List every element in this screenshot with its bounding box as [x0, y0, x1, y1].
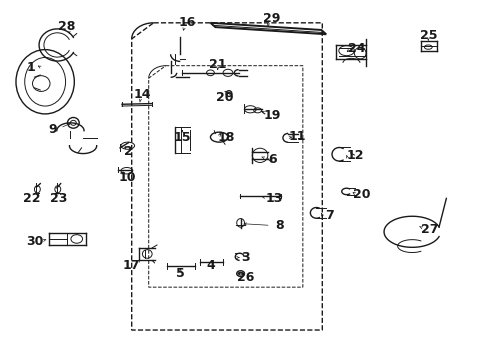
Text: 23: 23 [50, 192, 67, 205]
Text: 10: 10 [118, 171, 135, 184]
Text: 21: 21 [208, 58, 226, 72]
Text: 29: 29 [262, 12, 279, 25]
Text: 9: 9 [48, 123, 57, 136]
Text: 5: 5 [176, 267, 184, 280]
Text: 14: 14 [133, 89, 151, 102]
Text: 12: 12 [346, 149, 364, 162]
Text: 7: 7 [325, 209, 333, 222]
Text: 25: 25 [419, 29, 436, 42]
Text: 18: 18 [217, 131, 234, 144]
Text: 22: 22 [23, 192, 40, 205]
Text: 15: 15 [173, 131, 191, 144]
Text: 26: 26 [236, 271, 254, 284]
Text: 6: 6 [268, 153, 276, 166]
Text: 11: 11 [287, 130, 305, 143]
Text: 24: 24 [347, 42, 365, 55]
Text: 30: 30 [26, 235, 43, 248]
Text: 2: 2 [124, 145, 133, 158]
Text: 27: 27 [421, 223, 438, 236]
Text: 17: 17 [122, 258, 140, 271]
Text: 28: 28 [58, 20, 76, 33]
Text: 8: 8 [275, 219, 283, 232]
Text: 13: 13 [265, 192, 283, 205]
Text: 19: 19 [264, 109, 281, 122]
Text: 4: 4 [205, 258, 214, 271]
Text: 20: 20 [216, 91, 233, 104]
Text: 20: 20 [353, 188, 370, 201]
Text: 16: 16 [178, 16, 195, 29]
Text: 3: 3 [241, 251, 249, 264]
Text: 1: 1 [26, 61, 35, 74]
